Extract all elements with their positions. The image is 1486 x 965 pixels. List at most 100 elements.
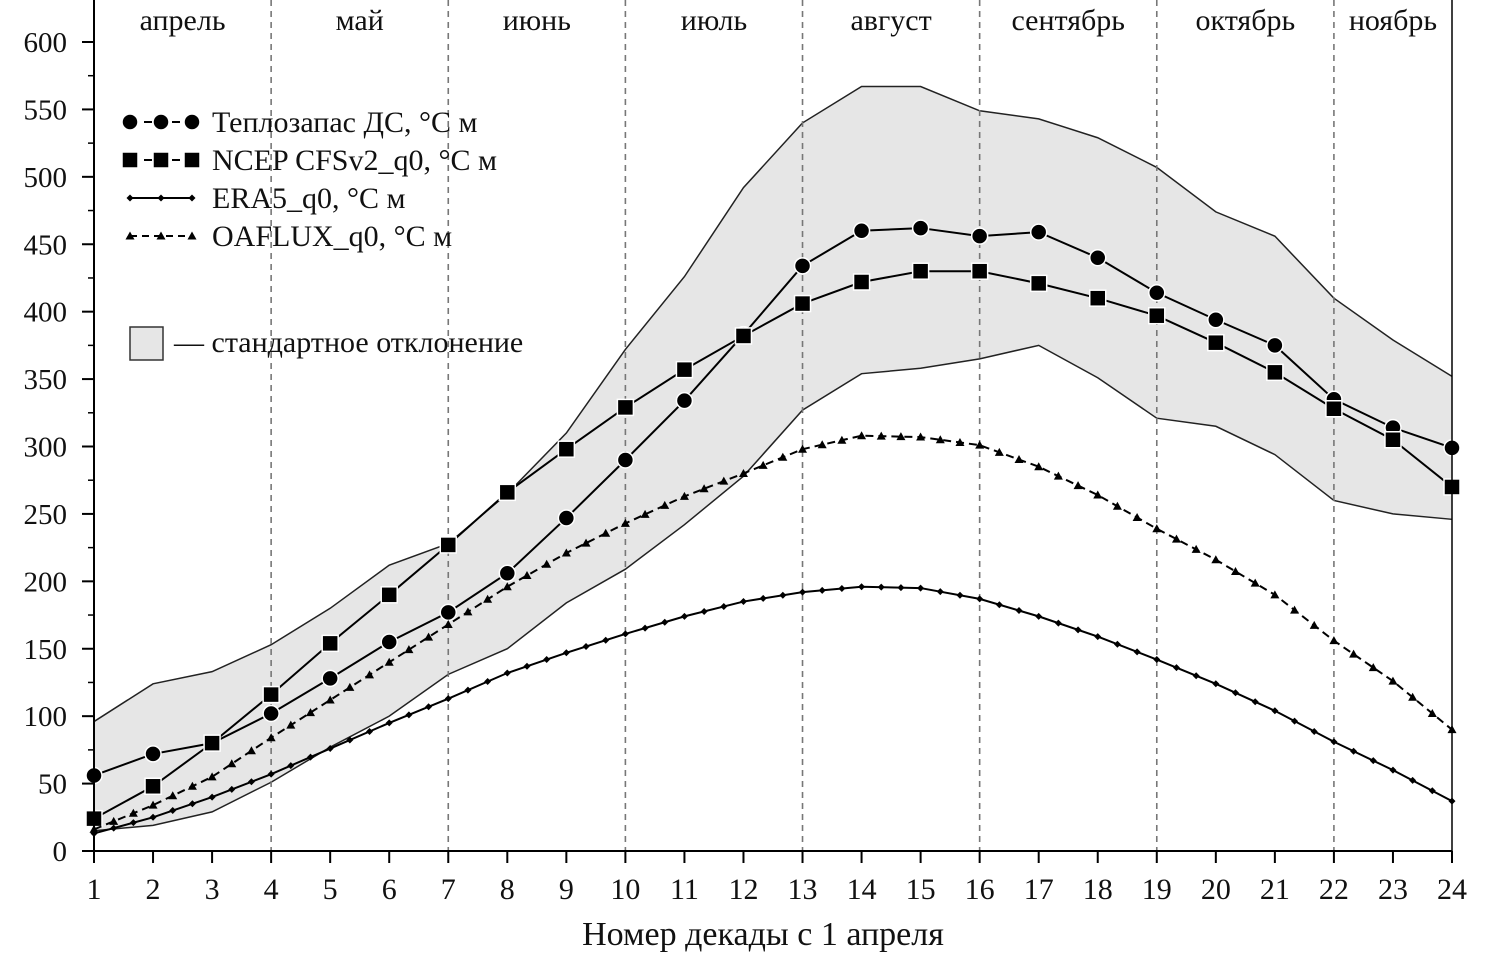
x-tick-label: 22 [1319, 873, 1349, 906]
data-point [562, 649, 570, 657]
x-tick-label: 16 [965, 873, 995, 906]
data-point [1427, 708, 1437, 717]
data-point [187, 781, 197, 790]
data-point [778, 452, 788, 461]
data-point [1014, 455, 1024, 464]
data-point [1034, 462, 1044, 471]
data-point [911, 219, 930, 237]
legend-marker [157, 194, 165, 202]
data-point [149, 813, 157, 821]
data-point [995, 601, 1003, 609]
data-point [1270, 590, 1280, 599]
data-point [463, 607, 473, 616]
data-point [1384, 431, 1402, 449]
data-point [1325, 399, 1343, 418]
data-point [911, 262, 930, 280]
x-tick-label: 2 [146, 873, 161, 906]
data-point [1211, 555, 1221, 564]
legend-marker [156, 231, 166, 240]
x-tick-label: 11 [670, 873, 699, 906]
data-point [444, 695, 452, 703]
y-tick-label: 0 [53, 836, 68, 868]
data-point [817, 440, 827, 449]
data-point [799, 588, 807, 596]
legend-marker [183, 151, 201, 169]
x-tick-label: 19 [1142, 873, 1172, 906]
data-point [641, 624, 649, 632]
data-point [380, 633, 398, 651]
legend-entry: ERA5_q0, °С м [126, 182, 406, 215]
data-point [128, 808, 138, 817]
data-point [1152, 524, 1162, 533]
legend-band-swatch [129, 326, 164, 361]
data-point [994, 447, 1004, 456]
x-tick-label: 5 [323, 873, 338, 906]
data-point [523, 662, 531, 670]
data-point [1015, 607, 1023, 615]
data-point [616, 398, 635, 417]
month-label: август [850, 4, 931, 37]
data-point [262, 704, 280, 723]
data-point [484, 678, 492, 686]
data-point [1330, 738, 1338, 746]
data-point [502, 582, 512, 591]
data-point [439, 603, 458, 622]
data-point [262, 685, 280, 704]
data-point [366, 727, 374, 735]
data-point [1388, 676, 1398, 685]
data-point [266, 733, 276, 742]
legend-marker [183, 113, 201, 131]
x-tick-label: 8 [500, 873, 515, 906]
data-point [877, 583, 885, 591]
data-point [1212, 680, 1220, 688]
data-point [1271, 707, 1279, 715]
data-point [734, 327, 753, 345]
data-point [936, 588, 944, 596]
data-point [522, 570, 532, 579]
legend-entry: NCEP CFSv2_q0, °С м [121, 144, 497, 177]
data-point [1029, 274, 1048, 293]
data-point [759, 594, 767, 602]
data-point [168, 791, 178, 800]
data-point [129, 819, 137, 827]
data-point [837, 435, 847, 444]
x-tick-label: 13 [788, 873, 818, 906]
data-point [621, 630, 629, 638]
data-point [227, 759, 237, 768]
data-point [109, 816, 119, 825]
y-tick-label: 350 [24, 364, 68, 396]
data-point [247, 778, 255, 786]
month-label: июль [681, 4, 747, 37]
data-point [1148, 284, 1166, 302]
data-point [1266, 336, 1284, 355]
data-point [188, 800, 196, 808]
data-point [1389, 766, 1397, 774]
data-point [1207, 333, 1225, 352]
data-point [1266, 363, 1284, 382]
data-point [1088, 289, 1107, 307]
month-dividers: апрель май июнь июль август сентябрь октябрь но… [140, 0, 1437, 851]
data-point [1088, 248, 1107, 267]
data-point [365, 670, 375, 679]
std-band-upper [93, 85, 1453, 723]
data-point [616, 451, 635, 469]
data-point [916, 432, 926, 441]
data-point [917, 584, 925, 592]
data-point [779, 591, 787, 599]
data-point [758, 460, 768, 469]
y-tick-label: 250 [24, 499, 68, 531]
data-point [144, 745, 162, 763]
data-point [1054, 619, 1062, 627]
month-label: октябрь [1196, 4, 1296, 37]
data-point [1153, 656, 1161, 664]
x-tick-label: 14 [847, 873, 877, 906]
x-tick-label: 6 [382, 873, 397, 906]
data-point [798, 444, 808, 453]
data-point [1093, 490, 1103, 499]
data-point [503, 669, 511, 677]
data-point [956, 591, 964, 599]
data-point [1232, 689, 1240, 697]
data-point [738, 468, 748, 477]
